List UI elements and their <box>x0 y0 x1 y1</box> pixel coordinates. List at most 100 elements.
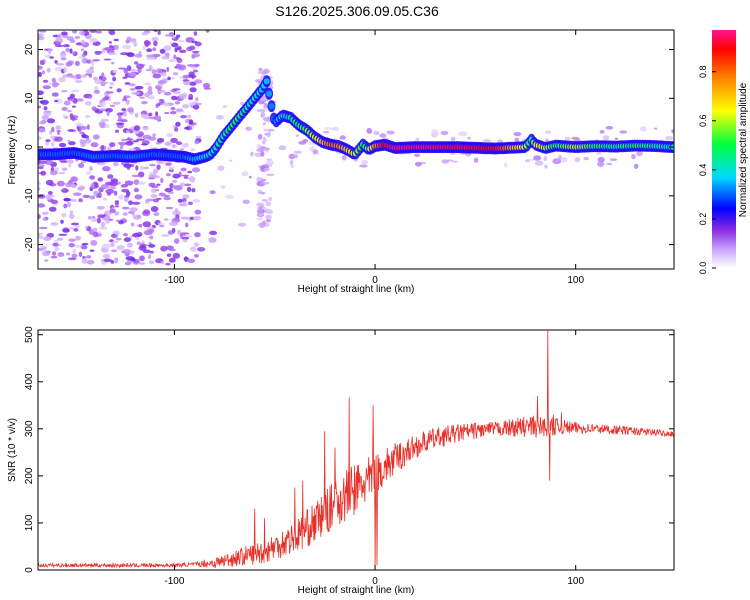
spectrogram-speckle <box>158 222 164 226</box>
spectrogram-speckle <box>50 199 58 204</box>
spectrogram-speckle <box>631 154 636 160</box>
spectrogram-speckle <box>60 219 64 224</box>
spectrogram-speckle <box>129 69 137 72</box>
spectrogram-speckle <box>62 167 68 171</box>
spectrogram-speckle <box>190 148 195 152</box>
spectrogram-speckle <box>100 184 109 190</box>
spectrogram-speckle <box>103 58 112 61</box>
spectrogram-speckle <box>79 30 86 36</box>
spectrogram-speckle <box>50 222 59 226</box>
spectrogram-speckle <box>169 221 178 227</box>
spectrogram-speckle <box>98 108 106 111</box>
spectrogram-speckle <box>109 82 115 86</box>
spectrogram-speckle <box>121 108 127 112</box>
spectrogram-speckle <box>108 218 114 221</box>
spectrogram-speckle <box>150 194 158 198</box>
spectrogram-speckle <box>165 162 172 166</box>
spectrogram-speckle <box>140 165 145 170</box>
spectrogram-ridge-core <box>266 90 273 97</box>
spectrogram-speckle <box>161 56 170 60</box>
spectrogram-scatter <box>38 30 674 266</box>
spectrogram-speckle <box>185 222 189 228</box>
spectrogram-speckle <box>170 106 176 111</box>
spectrogram-speckle <box>171 180 178 183</box>
spectrogram-speckle <box>50 255 58 259</box>
spectrogram-speckle <box>89 38 98 43</box>
spectrogram-speckle <box>174 47 178 53</box>
spectrogram-speckle <box>66 201 72 208</box>
spectrogram-speckle <box>473 157 479 163</box>
spectrogram-speckle <box>104 124 110 128</box>
spectrogram-speckle <box>74 60 80 67</box>
spectrogram-speckle <box>61 107 68 111</box>
spectrogram-speckle <box>72 51 76 55</box>
spectrogram-speckle <box>114 211 120 216</box>
spectrogram-speckle <box>138 51 142 56</box>
spectrogram-speckle <box>194 140 200 145</box>
spectrogram-speckle <box>153 115 162 121</box>
spectrogram-speckle <box>173 54 177 60</box>
spectrogram-speckle <box>90 183 95 188</box>
spectrogram-speckle <box>179 147 184 151</box>
spectrogram-speckle <box>47 82 54 85</box>
spectrogram-speckle <box>79 139 86 144</box>
spectrogram-speckle <box>38 194 46 199</box>
spectrogram-speckle <box>170 137 178 144</box>
spectrogram-speckle <box>135 236 140 240</box>
spectrogram-speckle <box>99 81 109 85</box>
spectrogram-speckle <box>180 115 188 119</box>
spectrogram-ytick-label: -20 <box>24 237 35 252</box>
spectrogram-speckle <box>353 158 358 162</box>
spectrogram-speckle <box>57 253 64 257</box>
spectrogram-speckle <box>54 136 63 142</box>
spectrogram-speckle <box>48 206 57 212</box>
spectrogram-speckle <box>164 91 172 96</box>
spectrogram-speckle <box>138 181 146 185</box>
spectrogram-speckle <box>633 163 639 169</box>
spectrogram-speckle <box>82 74 87 78</box>
spectrogram-speckle <box>262 206 267 210</box>
spectrogram-speckle <box>158 99 165 102</box>
spectrogram-speckle <box>97 177 104 182</box>
spectrogram-speckle <box>164 187 174 193</box>
snr-xtick-label: -100 <box>164 576 184 587</box>
spectrogram-ytick-label: 20 <box>24 44 35 56</box>
spectrogram-speckle <box>70 222 80 226</box>
spectrogram-speckle <box>49 56 54 59</box>
spectrogram-speckle <box>42 59 46 62</box>
spectrogram-speckle <box>113 38 119 42</box>
spectrogram-speckle <box>92 59 100 62</box>
spectrogram-speckle <box>115 129 119 133</box>
spectrogram-speckle <box>43 236 52 242</box>
spectrogram-speckle <box>69 227 75 230</box>
spectrogram-speckle <box>266 173 275 176</box>
spectrogram-speckle <box>61 213 67 218</box>
spectrogram-speckle <box>163 196 171 201</box>
spectrogram-speckle <box>169 248 176 252</box>
spectrogram-speckle <box>112 76 116 82</box>
spectrogram-speckle <box>60 57 67 61</box>
spectrogram-speckle <box>114 200 120 203</box>
spectrogram-speckle <box>127 72 137 77</box>
spectrogram-speckle <box>561 156 568 163</box>
spectrogram-ytick-label: 10 <box>24 92 35 104</box>
spectrogram-speckle <box>69 129 77 132</box>
spectrogram-speckle <box>85 171 92 175</box>
spectrogram-speckle <box>69 93 75 99</box>
spectrogram-speckle <box>171 42 179 48</box>
spectrogram-speckle <box>155 111 159 117</box>
spectrogram-speckle <box>92 227 98 232</box>
spectrogram-speckle <box>71 253 78 258</box>
spectrogram-speckle <box>193 31 198 36</box>
spectrogram-speckle <box>258 222 266 229</box>
spectrogram-speckle <box>597 161 605 167</box>
spectrogram-speckle <box>168 33 175 37</box>
spectrogram-speckle <box>122 76 128 79</box>
spectrogram-speckle <box>524 159 531 163</box>
spectrogram-speckle <box>92 134 100 140</box>
spectrogram-speckle <box>254 79 263 82</box>
spectrogram-speckle <box>240 102 244 106</box>
spectrogram-speckle <box>161 234 170 237</box>
spectrogram-speckle <box>142 249 151 254</box>
